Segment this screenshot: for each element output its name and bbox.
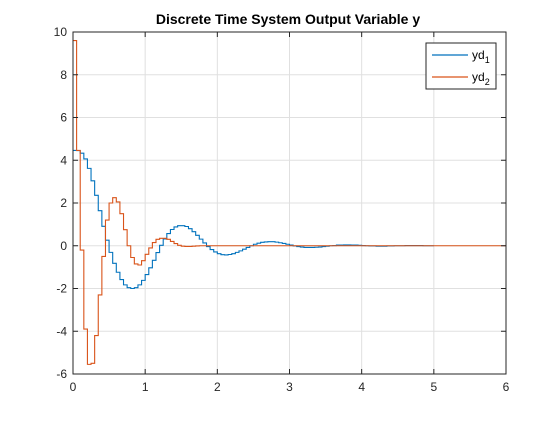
x-tick-label: 0 [70,380,77,394]
legend-label-base: yd [472,48,485,62]
tick-layer: 0 1 2 3 4 5 6 -6 -4 -2 0 2 4 6 8 10 [54,25,510,394]
legend-label-yd1: yd1 [472,48,490,65]
x-tick-label: 2 [214,380,221,394]
y-tick-label: -6 [56,367,67,381]
y-tick-label: 2 [60,196,67,210]
legend-label-base: yd [472,70,485,84]
y-tick-label: 0 [60,239,67,253]
y-tick-label: 10 [54,25,68,39]
legend-label-subscript: 2 [485,77,490,87]
legend-label-subscript: 1 [485,55,490,65]
x-tick-label: 3 [286,380,293,394]
legend-box [425,42,497,90]
x-tick-label: 4 [358,380,365,394]
legend-label-yd2: yd2 [472,70,490,87]
series-line-yd2 [73,40,506,365]
x-tick-label: 5 [430,380,437,394]
y-tick-label: 4 [60,153,67,167]
y-tick-label: 8 [60,68,67,82]
x-tick-label: 6 [503,380,510,394]
chart-title: Discrete Time System Output Variable y [156,11,421,27]
series-layer [73,40,506,365]
y-tick-label: -4 [56,324,67,338]
y-tick-label: -2 [56,282,67,296]
series-line-yd1 [73,149,434,290]
x-tick-label: 1 [142,380,149,394]
y-tick-label: 6 [60,111,67,125]
